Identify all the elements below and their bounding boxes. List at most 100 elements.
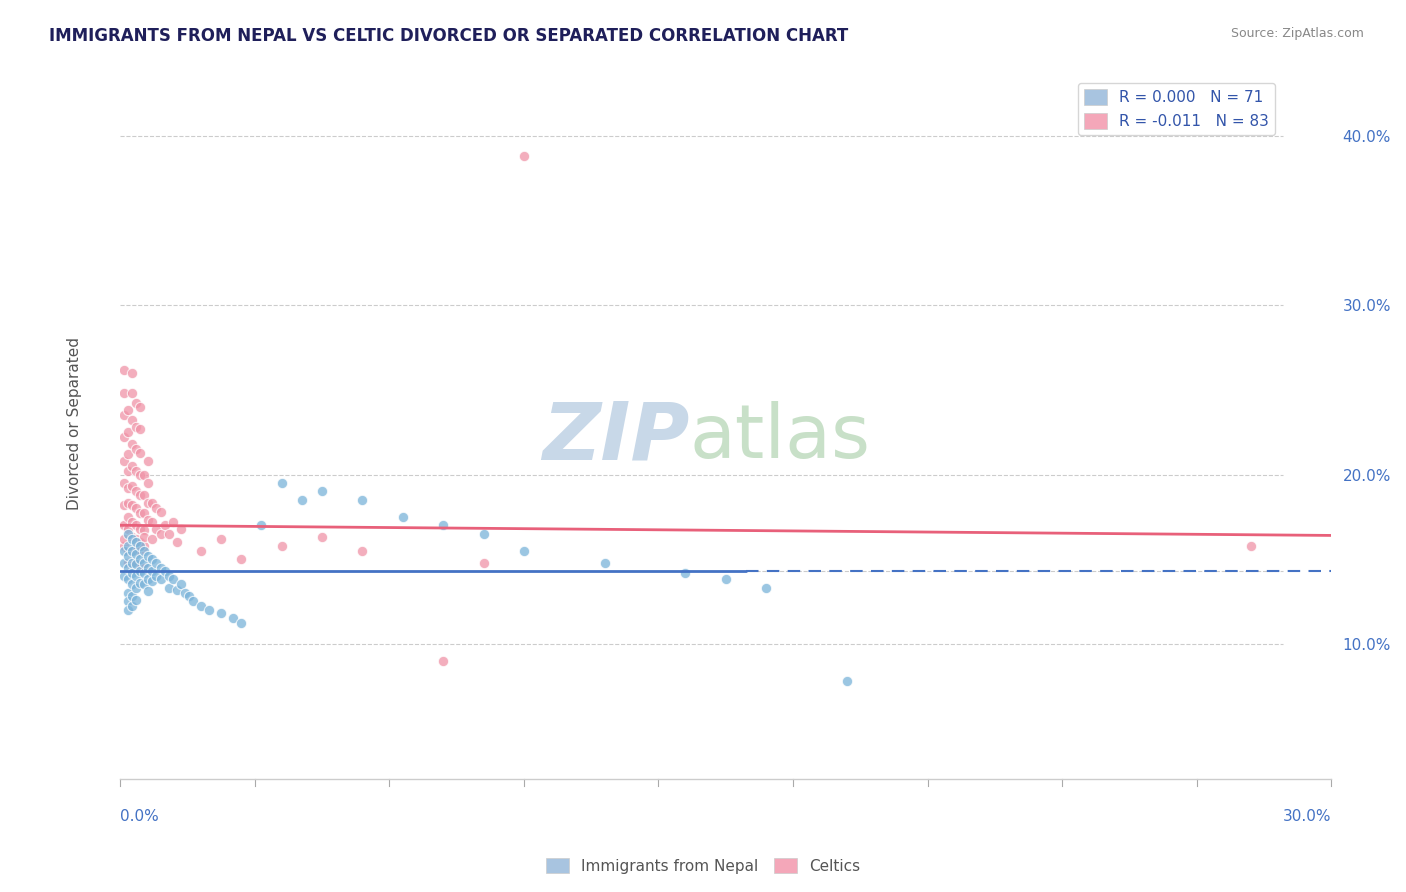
Point (125, 396, 148, 410)
Point (121, 459, 143, 474)
Text: 0.0%: 0.0% (120, 810, 159, 824)
Point (141, 532, 163, 546)
Point (129, 560, 152, 574)
Point (129, 467, 152, 482)
Point (134, 539, 156, 553)
Point (125, 518, 148, 533)
Point (129, 543, 152, 558)
Point (134, 524, 156, 538)
Point (117, 586, 139, 600)
Point (125, 558, 148, 572)
Point (250, 518, 273, 533)
Point (138, 573, 160, 587)
Point (181, 594, 204, 608)
Point (117, 543, 139, 558)
Point (129, 552, 152, 566)
Point (291, 492, 314, 507)
Point (112, 475, 135, 490)
Point (125, 420, 148, 434)
Point (134, 577, 156, 591)
Point (145, 522, 167, 536)
Point (125, 501, 148, 516)
Point (755, 581, 778, 595)
Point (117, 509, 139, 524)
Point (134, 560, 156, 574)
Point (117, 594, 139, 608)
Point (352, 543, 374, 558)
Point (270, 539, 292, 553)
Point (138, 496, 160, 510)
Point (149, 560, 172, 574)
Point (117, 573, 139, 587)
Text: Source: ZipAtlas.com: Source: ZipAtlas.com (1230, 27, 1364, 40)
Point (198, 603, 221, 617)
Point (145, 556, 167, 570)
Point (145, 501, 167, 516)
Point (157, 581, 180, 595)
Point (134, 488, 156, 502)
Point (141, 515, 163, 529)
Point (149, 526, 172, 541)
Point (129, 535, 152, 549)
Point (134, 530, 156, 544)
Point (125, 535, 148, 549)
Point (134, 566, 156, 580)
Point (121, 386, 143, 401)
Point (129, 539, 152, 553)
Point (117, 522, 139, 536)
Point (129, 400, 152, 414)
Point (166, 535, 188, 549)
Point (112, 498, 135, 512)
Point (222, 611, 245, 625)
Point (129, 445, 152, 459)
Point (121, 479, 143, 493)
Point (134, 467, 156, 482)
Point (153, 518, 176, 533)
Text: IMMIGRANTS FROM NEPAL VS CELTIC DIVORCED OR SEPARATED CORRELATION CHART: IMMIGRANTS FROM NEPAL VS CELTIC DIVORCED… (49, 27, 848, 45)
Point (117, 539, 139, 553)
Text: Divorced or Separated: Divorced or Separated (66, 337, 82, 510)
Legend: R = 0.000   N = 71, R = -0.011   N = 83: R = 0.000 N = 71, R = -0.011 N = 83 (1078, 83, 1275, 135)
Point (125, 464, 148, 478)
Text: 30.0%: 30.0% (1282, 810, 1331, 824)
Point (138, 549, 160, 563)
Point (121, 530, 143, 544)
Point (121, 498, 143, 512)
Point (170, 577, 193, 591)
Point (149, 573, 172, 587)
Point (121, 543, 143, 558)
Point (112, 430, 135, 444)
Point (190, 543, 212, 558)
Point (153, 564, 176, 578)
Point (125, 539, 148, 553)
Point (231, 552, 253, 566)
Point (432, 654, 454, 668)
Point (129, 564, 152, 578)
Point (149, 505, 172, 519)
Point (432, 518, 454, 533)
Point (173, 586, 195, 600)
Point (112, 556, 135, 570)
Point (270, 475, 292, 490)
Point (129, 507, 152, 521)
Point (141, 496, 163, 510)
Point (157, 569, 180, 583)
Point (117, 603, 139, 617)
Point (129, 422, 152, 436)
Point (190, 599, 212, 614)
Point (112, 532, 135, 546)
Point (177, 590, 200, 604)
Point (231, 616, 253, 631)
Point (593, 556, 616, 570)
Point (134, 543, 156, 558)
Point (121, 543, 143, 558)
Point (145, 569, 167, 583)
Point (117, 549, 139, 563)
Point (166, 582, 188, 597)
Point (835, 673, 858, 688)
Point (129, 522, 152, 536)
Point (209, 607, 232, 621)
Point (714, 573, 737, 587)
Point (121, 556, 143, 570)
Point (121, 566, 143, 580)
